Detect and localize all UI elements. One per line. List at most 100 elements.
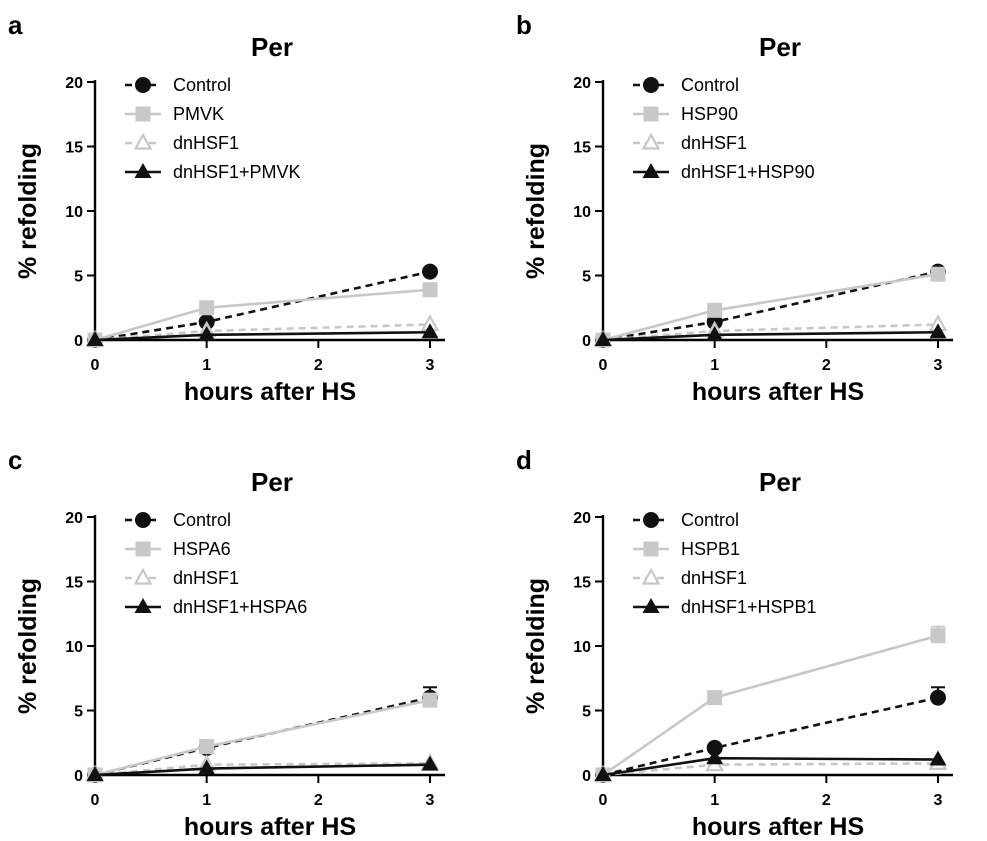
x-tick-label: 1 — [710, 357, 719, 374]
legend-label: Control — [681, 510, 739, 530]
y-tick-label: 15 — [65, 140, 83, 157]
data-point — [198, 325, 216, 341]
chart-panel-b: b Per 0 5 10 15 20 0 1 2 3 hours after HS % refoldin… — [516, 10, 953, 406]
panel-letter: b — [516, 10, 532, 40]
chart-title: Per — [759, 467, 801, 497]
legend-marker — [643, 512, 659, 528]
series-1 — [595, 266, 946, 348]
legend-marker — [642, 163, 660, 178]
x-tick-label: 2 — [822, 357, 831, 374]
chart-panel-c: c Per 0 5 10 15 20 0 1 2 3 hours after HS % refoldin… — [8, 445, 445, 841]
chart-title: Per — [251, 32, 293, 62]
chart-panel-d: d Per 0 5 10 15 20 0 1 2 3 hours after HS % refoldin… — [516, 445, 953, 841]
y-tick-label: 0 — [74, 768, 83, 785]
legend-label: PMVK — [173, 104, 224, 124]
legend: Control HSP90 dnHSF1 dnHSF1+HSP90 — [633, 75, 815, 182]
x-tick-label: 0 — [599, 792, 608, 809]
legend-marker — [641, 567, 661, 585]
y-tick-label: 10 — [65, 639, 83, 656]
data-point — [199, 300, 215, 316]
legend-marker — [133, 132, 153, 150]
legend-marker — [643, 106, 659, 122]
legend-label: Control — [173, 75, 231, 95]
y-axis-title: % refolding — [522, 578, 550, 714]
y-tick-label: 20 — [573, 510, 591, 527]
data-point — [199, 739, 215, 755]
x-tick-label: 2 — [822, 792, 831, 809]
legend-marker — [643, 77, 659, 93]
series-3 — [86, 323, 439, 346]
legend: Control HSPB1 dnHSF1 dnHSF1+HSPB1 — [633, 510, 817, 617]
legend-marker — [135, 512, 151, 528]
x-axis-title: hours after HS — [692, 378, 864, 406]
legend-label: dnHSF1 — [173, 568, 239, 588]
series-line — [94, 270, 431, 342]
data-point — [422, 692, 438, 708]
legend-label: dnHSF1+PMVK — [173, 162, 301, 182]
data-point — [706, 749, 724, 765]
data-point — [594, 331, 612, 346]
legend-label: dnHSF1+HSPA6 — [173, 597, 307, 617]
legend-label: dnHSF1 — [681, 568, 747, 588]
chart-title: Per — [759, 32, 801, 62]
x-tick-label: 2 — [314, 792, 323, 809]
legend-marker — [134, 598, 152, 613]
data-point — [86, 331, 104, 346]
legend-label: dnHSF1+HSP90 — [681, 162, 815, 182]
x-tick-label: 0 — [91, 357, 100, 374]
x-tick-label: 1 — [202, 792, 211, 809]
x-tick-label: 1 — [710, 792, 719, 809]
data-point — [929, 750, 947, 766]
data-point — [594, 766, 612, 781]
y-tick-label: 15 — [573, 140, 591, 157]
panel-letter: c — [8, 445, 22, 475]
legend-marker — [133, 567, 153, 585]
legend-marker — [641, 132, 661, 150]
y-tick-label: 10 — [573, 639, 591, 656]
legend-label: dnHSF1 — [173, 133, 239, 153]
data-point — [930, 628, 946, 644]
chart-panel-a: a Per 0 5 10 15 20 0 1 2 3 hours after HS % refoldin… — [8, 10, 445, 406]
y-axis-title: % refolding — [522, 143, 550, 279]
data-point — [422, 263, 438, 280]
x-tick-label: 1 — [202, 357, 211, 374]
y-tick-label: 0 — [582, 333, 591, 350]
y-tick-label: 5 — [74, 704, 83, 721]
y-tick-label: 20 — [573, 75, 591, 92]
x-tick-label: 2 — [314, 357, 323, 374]
y-tick-label: 5 — [582, 704, 591, 721]
panel-letter: d — [516, 445, 532, 475]
series-3 — [594, 749, 947, 781]
data-point — [422, 282, 438, 298]
series-3 — [86, 755, 439, 781]
x-tick-label: 3 — [934, 792, 943, 809]
y-tick-label: 0 — [74, 333, 83, 350]
series-1 — [595, 625, 946, 783]
data-point — [707, 690, 723, 706]
y-tick-label: 10 — [65, 204, 83, 221]
legend-label: HSP90 — [681, 104, 738, 124]
data-point — [929, 323, 947, 339]
data-point — [707, 302, 723, 318]
data-point — [421, 755, 439, 771]
legend-marker — [134, 163, 152, 178]
data-point — [930, 266, 946, 282]
legend-label: dnHSF1+HSPB1 — [681, 597, 817, 617]
x-tick-label: 0 — [91, 792, 100, 809]
data-point — [421, 323, 439, 339]
x-axis-title: hours after HS — [184, 378, 356, 406]
series-line — [602, 696, 939, 777]
legend-label: Control — [681, 75, 739, 95]
legend-label: HSPB1 — [681, 539, 740, 559]
legend-label: HSPA6 — [173, 539, 231, 559]
y-tick-label: 5 — [582, 269, 591, 286]
legend-marker — [135, 106, 151, 122]
legend: Control HSPA6 dnHSF1 dnHSF1+HSPA6 — [125, 510, 307, 617]
x-tick-label: 3 — [426, 792, 435, 809]
data-point — [198, 759, 216, 775]
y-axis-title: % refolding — [14, 578, 42, 714]
y-tick-label: 20 — [65, 510, 83, 527]
y-tick-label: 10 — [573, 204, 591, 221]
chart-title: Per — [251, 467, 293, 497]
